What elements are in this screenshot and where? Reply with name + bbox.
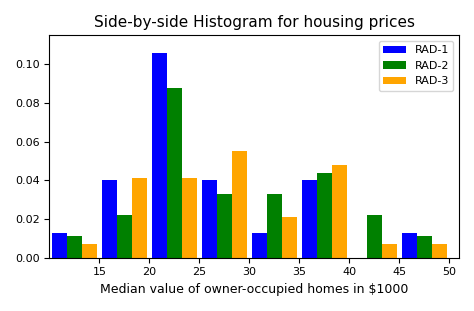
Bar	[382, 244, 397, 258]
Bar	[132, 179, 147, 258]
Legend: RAD-1, RAD-2, RAD-3: RAD-1, RAD-2, RAD-3	[379, 41, 454, 91]
Bar	[267, 194, 282, 258]
Bar	[332, 165, 346, 258]
Bar	[301, 180, 317, 258]
Bar	[202, 180, 217, 258]
Bar	[217, 194, 232, 258]
Bar	[417, 236, 431, 258]
Bar	[82, 244, 97, 258]
Bar	[431, 244, 447, 258]
Bar	[401, 233, 417, 258]
Bar	[102, 180, 117, 258]
Bar	[252, 233, 267, 258]
Bar	[167, 87, 182, 258]
Bar	[152, 53, 167, 258]
Bar	[317, 173, 332, 258]
Bar	[67, 236, 82, 258]
Title: Side-by-side Histogram for housing prices: Side-by-side Histogram for housing price…	[94, 15, 415, 30]
Bar	[366, 215, 382, 258]
Bar	[282, 217, 297, 258]
Bar	[117, 215, 132, 258]
X-axis label: Median value of owner-occupied homes in $1000: Median value of owner-occupied homes in …	[100, 283, 409, 296]
Bar	[232, 151, 247, 258]
Bar	[52, 233, 67, 258]
Bar	[182, 179, 197, 258]
